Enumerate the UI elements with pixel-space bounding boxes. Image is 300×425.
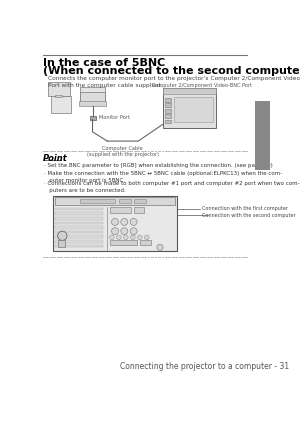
Bar: [53, 196, 177, 251]
Circle shape: [157, 244, 163, 250]
Circle shape: [121, 228, 128, 235]
Text: In the case of 5BNC: In the case of 5BNC: [43, 58, 165, 68]
Bar: [134, 199, 146, 204]
Bar: [55, 245, 103, 247]
Circle shape: [145, 235, 149, 240]
Bar: [55, 208, 103, 210]
Bar: [79, 101, 106, 106]
Text: Connects the computer monitor port to the projector’s Computer 2/Component Video: Connects the computer monitor port to th…: [48, 76, 300, 88]
Circle shape: [130, 228, 137, 235]
Bar: [165, 103, 171, 107]
Bar: [55, 226, 103, 229]
Bar: [55, 221, 103, 224]
Bar: [55, 217, 103, 220]
Circle shape: [112, 218, 118, 225]
Bar: [163, 88, 216, 128]
Circle shape: [137, 235, 142, 240]
Text: Computer 2/Component Video-BNC Port: Computer 2/Component Video-BNC Port: [152, 83, 252, 88]
Bar: [134, 207, 145, 212]
Circle shape: [124, 235, 128, 240]
Bar: [55, 235, 103, 238]
Bar: [52, 96, 71, 113]
Bar: [255, 101, 270, 170]
Bar: [80, 92, 105, 102]
Text: · Connections can be made to both computer #1 port and computer #2 port when two: · Connections can be made to both comput…: [44, 181, 300, 193]
Bar: [163, 88, 216, 94]
Text: · Set the BNC parameter to [RGB] when establishing the connection. (see page 70): · Set the BNC parameter to [RGB] when es…: [44, 163, 273, 167]
Bar: [80, 87, 105, 102]
Bar: [165, 109, 171, 113]
Bar: [165, 114, 171, 118]
Bar: [55, 231, 103, 233]
Bar: [55, 240, 103, 243]
Bar: [58, 241, 65, 247]
Bar: [140, 240, 151, 245]
Circle shape: [112, 228, 118, 235]
Circle shape: [121, 218, 128, 225]
Text: · Make the connection with the 5BNC ↔ 5BNC cable (optional:ELPKC13) when the com: · Make the connection with the 5BNC ↔ 5B…: [44, 171, 283, 183]
Text: Connection with the second computer: Connection with the second computer: [202, 212, 296, 218]
Circle shape: [130, 218, 137, 225]
Text: Connecting the projector to a computer - 31: Connecting the projector to a computer -…: [120, 362, 289, 371]
Text: Computer Cable
(supplied with the projector): Computer Cable (supplied with the projec…: [87, 146, 159, 157]
Bar: [174, 97, 213, 122]
Bar: [165, 119, 171, 123]
Circle shape: [116, 235, 121, 240]
Bar: [119, 199, 130, 204]
Bar: [80, 199, 115, 204]
Text: Monitor Port: Monitor Port: [99, 116, 130, 121]
Text: (When connected to the second computer): (When connected to the second computer): [43, 66, 300, 76]
Bar: [110, 207, 131, 212]
Ellipse shape: [58, 231, 67, 241]
Bar: [55, 212, 103, 215]
Bar: [48, 82, 70, 96]
Bar: [55, 197, 176, 205]
Bar: [90, 116, 96, 119]
Bar: [55, 95, 62, 97]
Text: Point: Point: [43, 154, 68, 163]
Circle shape: [110, 235, 114, 240]
Circle shape: [130, 235, 135, 240]
Text: Connection with the first computer: Connection with the first computer: [202, 207, 288, 211]
Bar: [110, 240, 137, 245]
Bar: [165, 98, 171, 102]
